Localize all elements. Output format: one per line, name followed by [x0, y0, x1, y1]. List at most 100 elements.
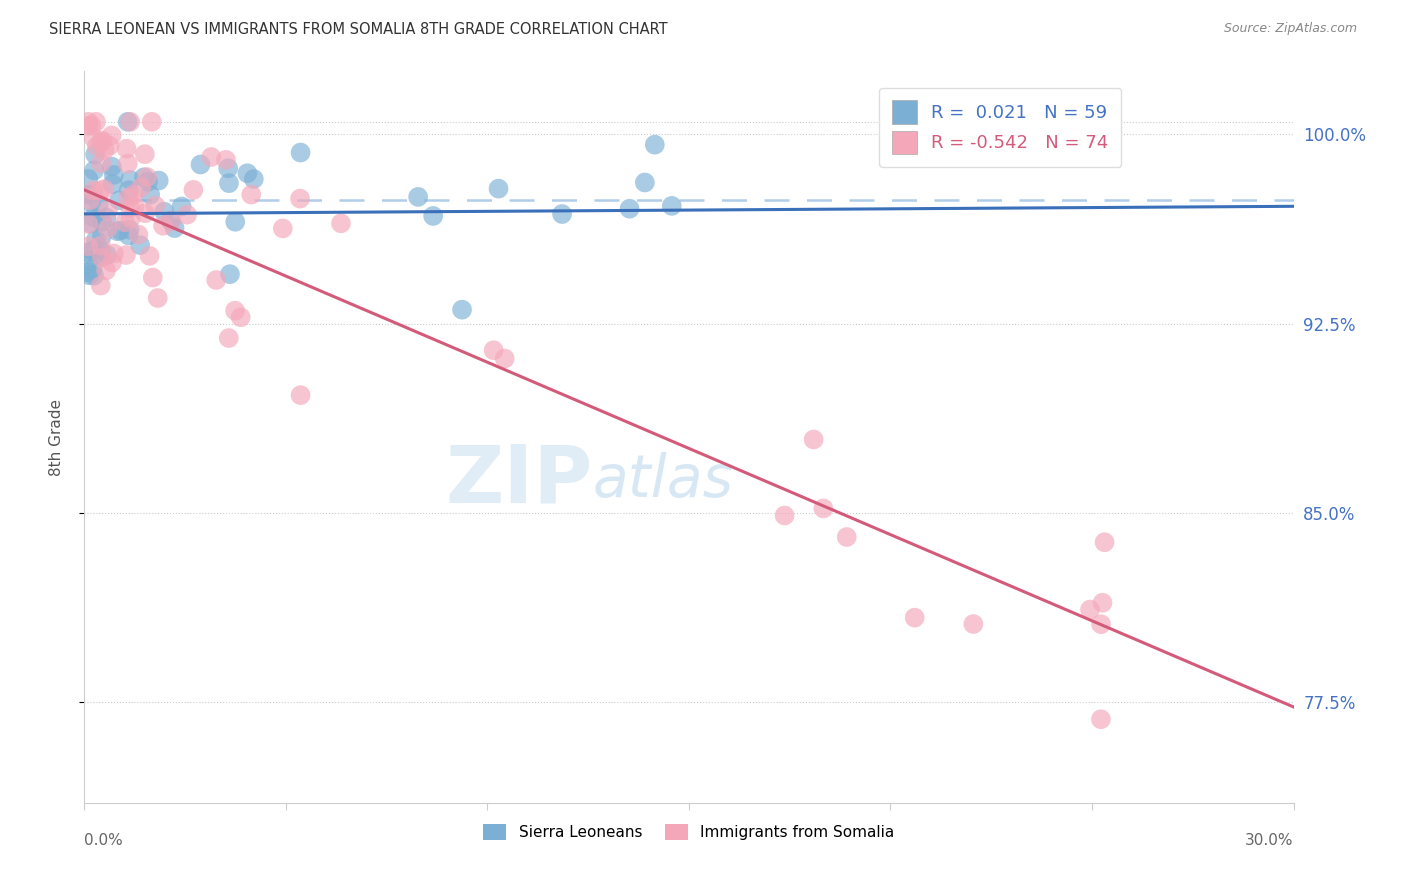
Point [1094, 535, 1116, 549]
Point [77, 245, 100, 260]
Point [142, 270, 165, 285]
Point [813, 501, 835, 516]
Point [551, 207, 574, 221]
Point [835, 530, 858, 544]
Point [205, 273, 228, 287]
Point [115, 142, 138, 156]
Point [96, 211, 118, 225]
Point [215, 153, 238, 167]
Point [132, 170, 155, 185]
Point [224, 215, 246, 229]
Point [87, 197, 110, 211]
Point [83, 163, 105, 178]
Point [217, 161, 239, 176]
Point [82, 211, 104, 225]
Point [98, 138, 121, 153]
Point [136, 175, 159, 189]
Point [141, 115, 163, 129]
Point [143, 199, 166, 213]
Point [619, 202, 641, 216]
Point [103, 168, 125, 182]
Point [118, 201, 141, 215]
Point [83, 131, 105, 145]
Point [290, 145, 312, 160]
Point [129, 180, 152, 194]
Point [90, 135, 112, 149]
Point [103, 246, 125, 260]
Point [288, 192, 311, 206]
Point [243, 172, 266, 186]
Point [406, 190, 429, 204]
Point [89, 184, 111, 198]
Point [160, 214, 183, 228]
Point [114, 215, 136, 229]
Point [271, 221, 294, 235]
Point [163, 221, 186, 235]
Point [110, 223, 132, 237]
Point [90, 215, 112, 229]
Point [482, 343, 505, 358]
Point [91, 134, 114, 148]
Point [661, 199, 683, 213]
Point [90, 250, 112, 264]
Point [100, 128, 122, 143]
Point [90, 156, 112, 170]
Point [117, 156, 139, 170]
Point [176, 208, 198, 222]
Point [122, 187, 145, 202]
Point [803, 433, 825, 447]
Point [139, 187, 162, 202]
Point [97, 221, 120, 235]
Legend: Sierra Leoneans, Immigrants from Somalia: Sierra Leoneans, Immigrants from Somalia [478, 817, 900, 847]
Point [962, 617, 984, 632]
Point [224, 303, 246, 318]
Point [1090, 712, 1112, 726]
Point [97, 203, 120, 218]
Point [77, 187, 100, 202]
Point [90, 244, 112, 258]
Point [77, 239, 100, 253]
Point [84, 147, 107, 161]
Point [120, 211, 142, 226]
Point [77, 115, 100, 129]
Point [93, 182, 115, 196]
Point [115, 248, 138, 262]
Point [118, 223, 141, 237]
Point [90, 251, 112, 265]
Point [159, 213, 181, 227]
Text: Source: ZipAtlas.com: Source: ZipAtlas.com [1223, 22, 1357, 36]
Point [152, 219, 174, 233]
Point [127, 227, 149, 242]
Point [77, 265, 100, 279]
Point [77, 119, 100, 133]
Point [77, 253, 100, 268]
Point [83, 268, 105, 283]
Point [236, 166, 259, 180]
Point [290, 388, 312, 402]
Point [77, 172, 100, 186]
Point [80, 195, 103, 210]
Point [148, 173, 170, 187]
Point [107, 224, 129, 238]
Text: 30.0%: 30.0% [1246, 833, 1294, 848]
Point [240, 187, 263, 202]
Point [1091, 596, 1114, 610]
Point [134, 206, 156, 220]
Point [101, 255, 124, 269]
Point [634, 176, 657, 190]
Point [153, 204, 176, 219]
Point [117, 191, 139, 205]
Point [183, 183, 205, 197]
Point [118, 183, 141, 197]
Point [94, 263, 117, 277]
Text: ZIP: ZIP [444, 442, 592, 520]
Text: atlas: atlas [592, 452, 733, 509]
Point [120, 115, 142, 129]
Point [644, 137, 666, 152]
Point [1090, 617, 1112, 632]
Point [200, 150, 222, 164]
Point [108, 194, 131, 208]
Point [146, 291, 169, 305]
Point [218, 331, 240, 345]
Point [1078, 602, 1101, 616]
